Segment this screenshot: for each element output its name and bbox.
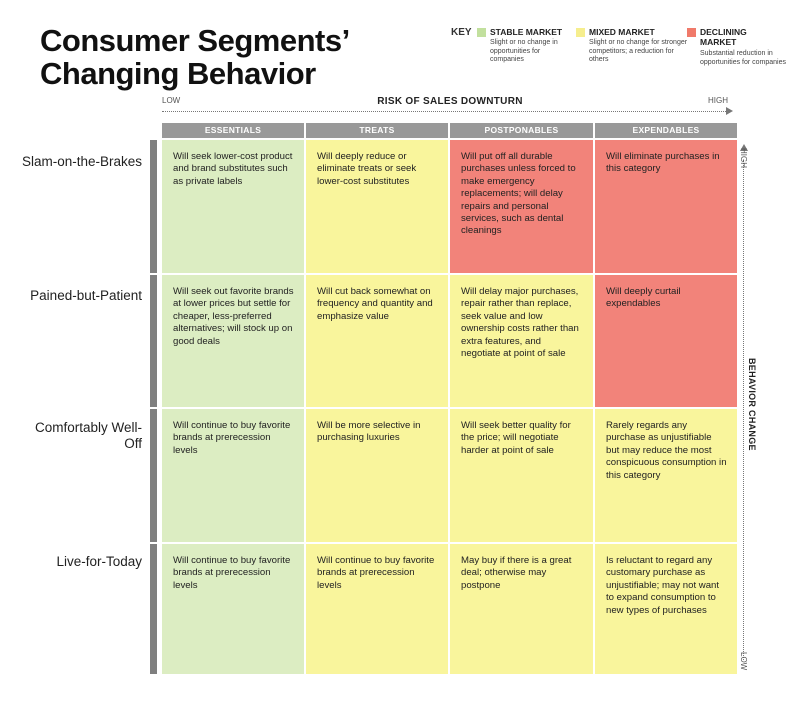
x-axis-title: RISK OF SALES DOWNTURN (377, 96, 523, 107)
mixed-swatch (576, 28, 585, 37)
declining-swatch (687, 28, 696, 37)
key-desc-declining: Substantial reduction in opportunities f… (700, 50, 786, 66)
row-bar-4 (150, 544, 157, 674)
row-label-4: Live-for-Today (56, 554, 142, 569)
cell-4-postponables: May buy if there is a great deal; otherw… (450, 544, 593, 674)
cell-2-expendables: Will deeply curtail expendables (595, 275, 737, 407)
x-axis-arrow-icon (726, 107, 733, 115)
y-axis-arrow-icon (740, 144, 748, 151)
key-title-declining: DECLINING MARKET (700, 27, 747, 47)
key-label: KEY (451, 27, 472, 38)
cell-1-expendables: Will eliminate purchases in this categor… (595, 140, 737, 273)
cell-4-treats: Will continue to buy favorite brands at … (306, 544, 448, 674)
column-header-expendables: EXPENDABLES (595, 123, 737, 138)
row-bar-1 (150, 140, 157, 273)
row-bar-2 (150, 275, 157, 407)
cell-3-postponables: Will seek better quality for the price; … (450, 409, 593, 542)
stable-swatch (477, 28, 486, 37)
key-title-stable: STABLE MARKET (490, 27, 563, 37)
y-axis-line (743, 160, 744, 660)
x-axis-line (162, 111, 728, 112)
row-bar-3 (150, 409, 157, 542)
x-axis-high: HIGH (708, 96, 728, 105)
cell-2-essentials: Will seek out favorite brands at lower p… (162, 275, 304, 407)
key-desc-stable: Slight or no change in opportunities for… (490, 39, 558, 63)
cell-2-treats: Will cut back somewhat on frequency and … (306, 275, 448, 407)
key-desc-mixed: Slight or no change for stronger competi… (589, 39, 688, 63)
cell-3-treats: Will be more selective in purchasing lux… (306, 409, 448, 542)
y-axis-title: BEHAVIOR CHANGE (747, 358, 757, 451)
cell-2-postponables: Will delay major purchases, repair rathe… (450, 275, 593, 407)
row-label-2: Pained-but-Patient (30, 288, 142, 303)
row-label-1: Slam-on-the-Brakes (21, 154, 142, 169)
y-axis-high: HIGH (739, 148, 748, 168)
column-header-postponables: POSTPONABLES (450, 123, 593, 138)
title-line-1: Consumer Segments’ (40, 23, 350, 58)
column-header-treats: TREATS (306, 123, 448, 138)
cell-3-essentials: Will continue to buy favorite brands at … (162, 409, 304, 542)
page-title: Consumer Segments’ Changing Behavior (40, 24, 350, 90)
cell-3-expendables: Rarely regards any purchase as unjustifi… (595, 409, 737, 542)
cell-4-essentials: Will continue to buy favorite brands at … (162, 544, 304, 674)
key-title-mixed: MIXED MARKET (589, 27, 655, 37)
title-line-2: Changing Behavior (40, 56, 316, 91)
column-header-essentials: ESSENTIALS (162, 123, 304, 138)
x-axis-low: LOW (162, 96, 181, 105)
cell-1-essentials: Will seek lower-cost product and brand s… (162, 140, 304, 273)
y-axis-low: LOW (739, 652, 748, 671)
row-label-3: Comfortably Well-Off (34, 420, 142, 451)
cell-1-postponables: Will put off all durable purchases unles… (450, 140, 593, 273)
cell-1-treats: Will deeply reduce or eliminate treats o… (306, 140, 448, 273)
cell-4-expendables: Is reluctant to regard any customary pur… (595, 544, 737, 674)
